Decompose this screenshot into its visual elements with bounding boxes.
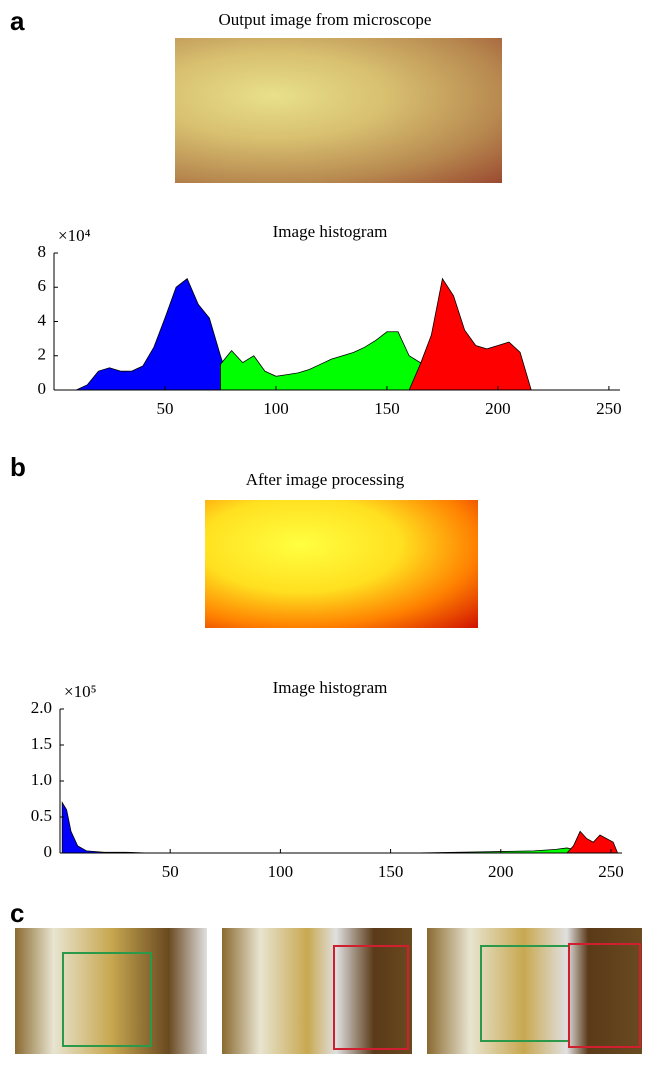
y-tick-label: 0 bbox=[38, 379, 47, 398]
green-box bbox=[62, 952, 152, 1047]
x-tick-label: 100 bbox=[263, 399, 289, 418]
x-tick-label: 50 bbox=[156, 399, 173, 418]
y-tick-label: 6 bbox=[38, 276, 47, 295]
histogram-area bbox=[565, 830, 619, 854]
x-tick-label: 150 bbox=[374, 399, 400, 418]
x-tick-label: 250 bbox=[598, 862, 624, 881]
tile-image bbox=[427, 928, 642, 1054]
histogram-area bbox=[220, 331, 444, 391]
processed-image bbox=[205, 500, 478, 628]
y-tick-label: 2.0 bbox=[31, 698, 52, 717]
y-tick-label: 2 bbox=[38, 345, 47, 364]
red-box bbox=[568, 943, 641, 1048]
red-box bbox=[333, 945, 409, 1050]
y-scale-label: ×10⁴ bbox=[58, 226, 91, 245]
y-tick-label: 1.0 bbox=[31, 770, 52, 789]
microscope-image bbox=[175, 38, 502, 183]
histogram-area bbox=[76, 278, 233, 391]
x-tick-label: 100 bbox=[268, 862, 294, 881]
image-caption: After image processing bbox=[245, 470, 405, 489]
y-tick-label: 1.5 bbox=[31, 734, 52, 753]
x-tick-label: 50 bbox=[162, 862, 179, 881]
x-tick-label: 200 bbox=[485, 399, 511, 418]
tile-image bbox=[15, 928, 207, 1054]
panel-label: a bbox=[10, 6, 25, 36]
chart-title: Image histogram bbox=[273, 678, 388, 697]
x-tick-label: 150 bbox=[378, 862, 404, 881]
y-tick-label: 4 bbox=[38, 310, 47, 329]
panel-label: b bbox=[10, 452, 26, 482]
y-tick-label: 8 bbox=[38, 242, 47, 261]
y-tick-label: 0.5 bbox=[31, 806, 52, 825]
histogram-area bbox=[408, 277, 532, 391]
x-tick-label: 250 bbox=[596, 399, 622, 418]
image-caption: Output image from microscope bbox=[218, 10, 432, 29]
y-tick-label: 0 bbox=[44, 842, 53, 861]
histogram-area bbox=[61, 801, 149, 854]
x-tick-label: 200 bbox=[488, 862, 514, 881]
panel-label: c bbox=[10, 898, 25, 928]
chart-title: Image histogram bbox=[273, 222, 388, 241]
tile-image bbox=[222, 928, 412, 1054]
histogram-area bbox=[412, 847, 574, 854]
y-scale-label: ×10⁵ bbox=[64, 682, 97, 701]
